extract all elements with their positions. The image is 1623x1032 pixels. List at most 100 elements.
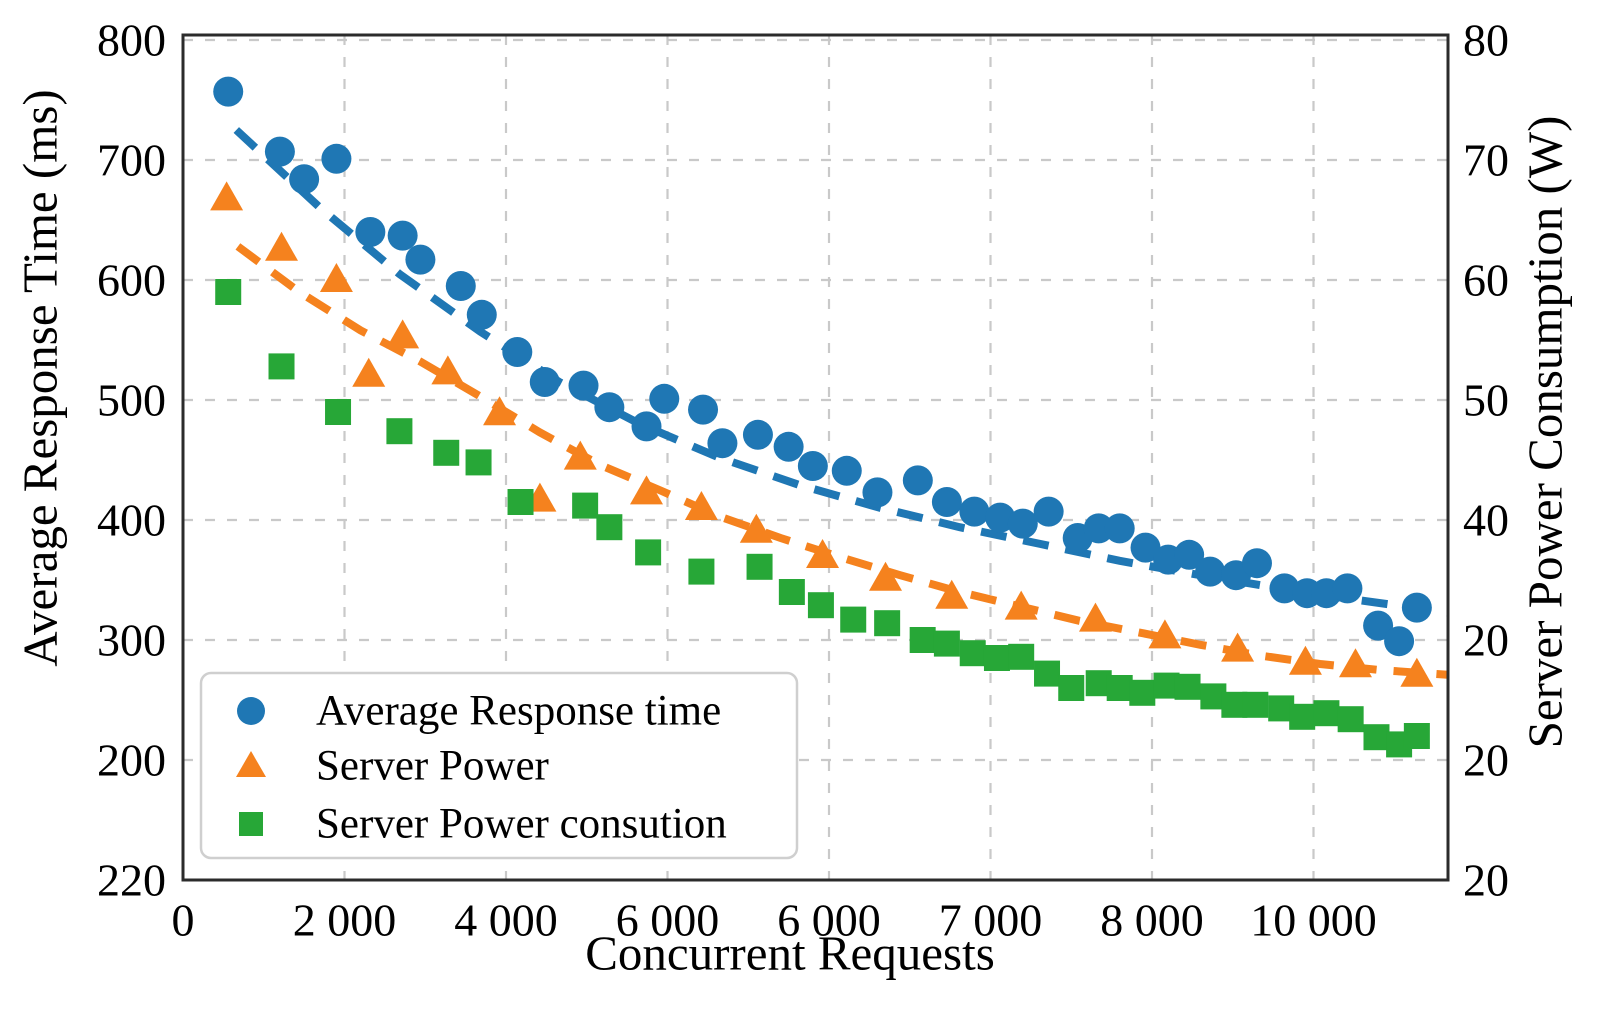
y-right-tick-label: 40 (1463, 495, 1509, 546)
data-point-square (596, 514, 623, 541)
data-point-circle (466, 299, 497, 330)
data-point-circle (594, 392, 625, 423)
y-right-axis-title: Server Power Consumption (W) (1518, 116, 1573, 749)
data-point-circle (985, 502, 1016, 533)
x-tick-label: 7 000 (939, 895, 1043, 946)
data-point-square (1313, 700, 1340, 727)
y-left-tick-label: 200 (97, 735, 166, 786)
data-point-circle (1195, 556, 1226, 587)
x-axis-title: Concurrent Requests (585, 926, 995, 981)
data-point-circle (742, 419, 773, 450)
data-point-circle (862, 477, 893, 508)
y-right-tick-label: 50 (1463, 375, 1509, 426)
data-point-triangle (1004, 590, 1038, 620)
x-tick-label: 10 000 (1250, 895, 1377, 946)
data-point-square (840, 606, 867, 633)
data-point-circle (529, 367, 560, 397)
data-point-square (1242, 691, 1269, 718)
data-point-square (1129, 679, 1156, 706)
data-point-circle (797, 451, 828, 481)
data-point-square (874, 610, 901, 637)
data-point-square (778, 579, 805, 605)
data-point-triangle (935, 579, 969, 609)
y-left-tick-label: 220 (97, 855, 166, 906)
data-point-square (1174, 673, 1201, 700)
data-point-square (325, 399, 352, 425)
data-point-triangle (1221, 632, 1255, 662)
y-left-tick-label: 800 (97, 15, 166, 66)
data-point-triangle (869, 561, 903, 591)
legend-box (199, 671, 799, 860)
data-point-triangle (1338, 648, 1372, 678)
legend-label: Server Power consution (316, 801, 727, 848)
data-point-circle (1363, 610, 1394, 641)
data-point-circle (631, 411, 662, 442)
data-point-circle (1332, 573, 1363, 604)
data-point-square (215, 279, 242, 305)
data-point-circle (321, 143, 352, 174)
data-point-circle (707, 428, 738, 459)
data-point-circle (931, 487, 962, 517)
data-point-triangle (265, 231, 299, 261)
y-right-tick-label: 20 (1463, 855, 1509, 906)
data-point-square (1363, 724, 1390, 751)
data-point-circle (1174, 539, 1205, 570)
y-left-tick-label: 400 (97, 495, 166, 546)
y-right-tick-label: 20 (1463, 735, 1509, 786)
data-point-circle (1384, 626, 1415, 657)
x-tick-label: 6 000 (616, 895, 720, 946)
data-point-triangle (1148, 619, 1182, 649)
data-point-circle (1269, 573, 1300, 604)
x-tick-label: 6 000 (777, 895, 881, 946)
data-point-square (635, 539, 662, 566)
data-point-circle (1401, 592, 1432, 623)
trendline-response-time (233, 127, 1449, 617)
plot-border (181, 33, 1450, 882)
data-point-circle (1130, 532, 1161, 563)
data-point-circle (1083, 513, 1114, 544)
data-point-triangle (431, 355, 465, 385)
y-right-tick-label: 60 (1463, 255, 1509, 306)
data-point-square (1034, 660, 1061, 687)
legend-label: Average Response time (316, 688, 721, 735)
y-left-tick-label: 500 (97, 375, 166, 426)
data-point-square (688, 558, 715, 585)
data-point-square (807, 592, 834, 619)
data-point-square (1058, 675, 1085, 701)
legend-marker-square (239, 812, 263, 836)
data-point-triangle (210, 181, 244, 211)
data-point-square (1008, 643, 1035, 670)
data-point-circle (1104, 513, 1135, 544)
data-point-circle (213, 76, 244, 107)
data-point-circle (773, 431, 804, 462)
x-tick-label: 8 000 (1100, 895, 1204, 946)
data-point-square (1289, 703, 1316, 730)
data-point-square (433, 439, 460, 466)
data-point-square (933, 630, 960, 657)
data-point-square (909, 627, 936, 653)
data-point-circle (1241, 548, 1272, 579)
data-point-circle (959, 496, 990, 527)
data-point-circle (568, 370, 599, 401)
data-point-triangle (386, 319, 420, 349)
data-point-triangle (563, 440, 597, 470)
data-point-triangle (739, 513, 773, 543)
data-point-square (746, 553, 773, 580)
y-left-axis-title: Average Response Time (ms) (13, 89, 68, 667)
data-point-circle (405, 244, 436, 275)
legend-marker-triangle (236, 751, 266, 777)
data-point-triangle (1400, 657, 1434, 687)
data-point-triangle (630, 475, 664, 505)
data-point-square (1106, 675, 1133, 701)
data-point-circle (1007, 508, 1038, 539)
data-point-triangle (684, 491, 718, 520)
x-tick-label: 0 (172, 895, 195, 946)
data-point-circle (289, 164, 320, 195)
data-point-square (1337, 706, 1364, 733)
data-point-circle (264, 136, 295, 167)
y-left-tick-label: 300 (97, 615, 166, 666)
data-point-triangle (352, 357, 386, 387)
data-point-square (983, 645, 1010, 671)
data-point-square (386, 418, 413, 445)
